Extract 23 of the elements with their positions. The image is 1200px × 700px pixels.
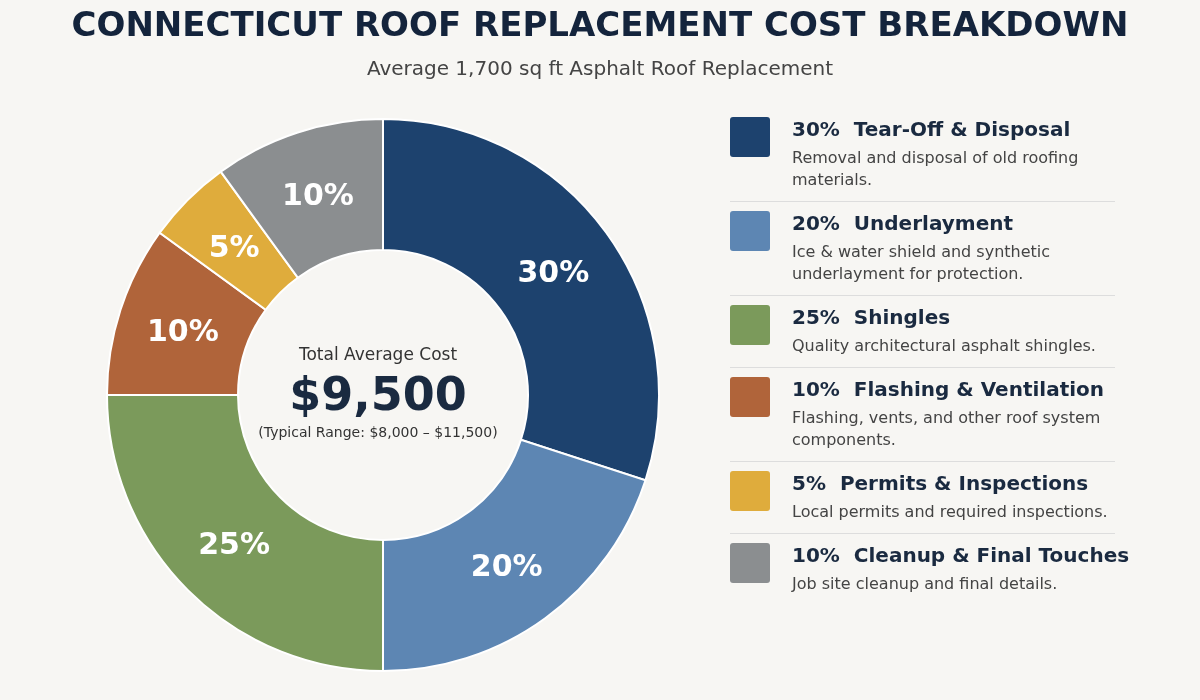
text: $9,500 xyxy=(288,366,468,423)
legend-label: 20% Underlayment xyxy=(792,211,1014,235)
data-label: 5% xyxy=(208,228,260,264)
data-label: 10% xyxy=(282,177,354,213)
legend-label: 10% Cleanup & Final Touches xyxy=(792,543,1130,567)
text: Total Average Cost xyxy=(297,344,459,364)
data-label: 20% xyxy=(470,547,543,583)
text: Local permits and required inspections. xyxy=(792,501,1108,523)
data-label: 25% xyxy=(198,526,271,562)
data-label: 30% xyxy=(517,253,590,289)
text: Job site cleanup and final details. xyxy=(792,573,1059,595)
legend-label: 5% Permits & Inspections xyxy=(792,471,1090,495)
text: Quality architectural asphalt shingles. xyxy=(792,335,1096,357)
legend-label: 30% Tear-Off & Disposal xyxy=(792,117,1072,141)
text: Removal and disposal of old roofing materials. xyxy=(792,147,1080,191)
text: (Typical Range: $8,000 – $11,500) xyxy=(257,424,499,440)
text: Flashing, vents, and other roof system components. xyxy=(792,407,1102,451)
data-label: 10% xyxy=(146,312,219,348)
legend-label: 10% Flashing & Ventilation xyxy=(792,377,1106,401)
legend-label: 25% Shingles xyxy=(792,305,952,329)
text: Ice & water shield and synthetic underlayment for protection. xyxy=(792,241,1052,285)
chart-title: CONNECTICUT ROOF REPLACEMENT COST BREAKDOWN xyxy=(70,4,1130,44)
chart-subtitle: Average 1,700 sq ft Asphalt Roof Replacement xyxy=(365,56,835,80)
